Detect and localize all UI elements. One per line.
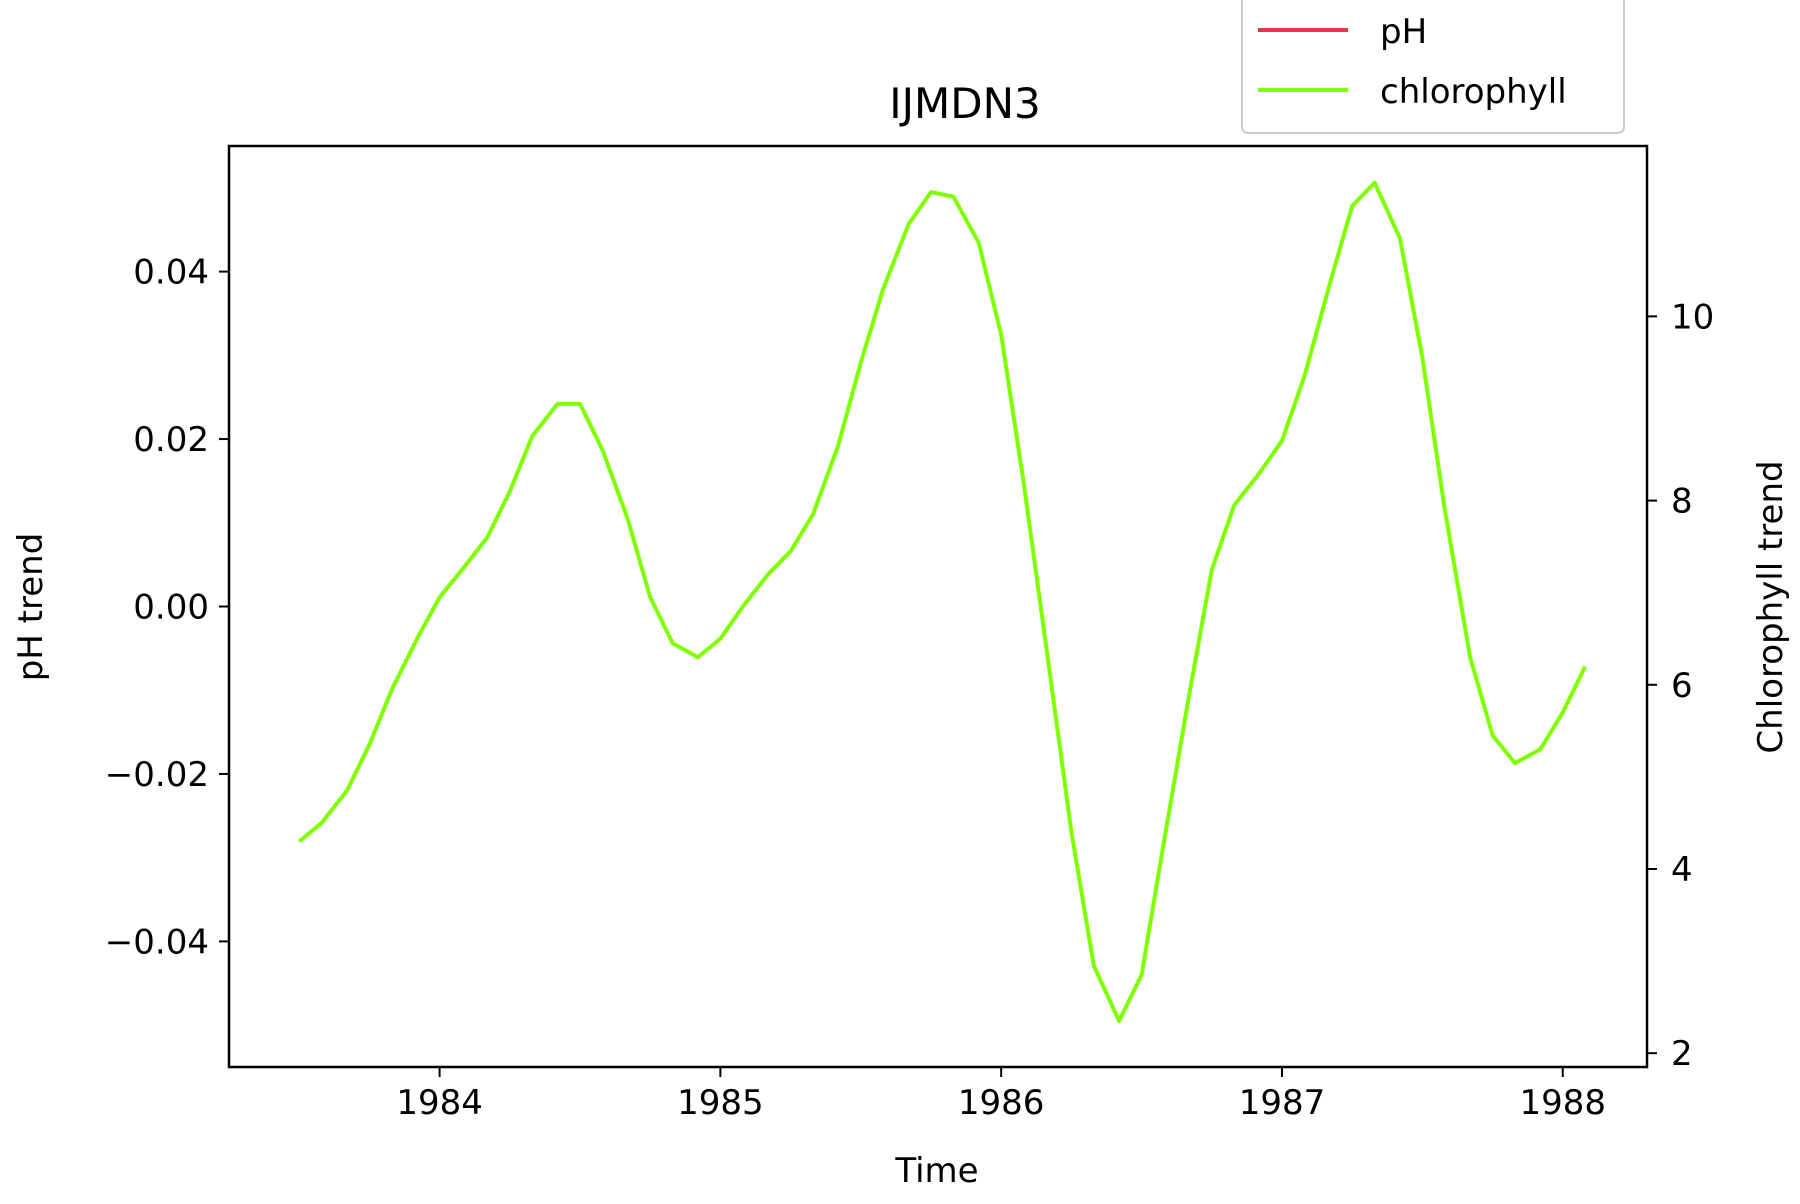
y2-tick-label: 6 [1671,666,1693,706]
chart-title: IJMDN3 [889,79,1041,128]
y-axis-label: pH trend [11,533,51,682]
series-line-chlorophyll [297,180,1587,1023]
y-tick-label: 0.04 [133,253,209,293]
legend-label-ph: pH [1380,12,1427,52]
x-tick-label: 1985 [677,1083,764,1123]
legend: pH chlorophyll [1241,0,1625,134]
x-tick-label: 1984 [396,1083,483,1123]
legend-label-chlorophyll: chlorophyll [1380,72,1567,112]
y2-axis-label: Chlorophyll trend [1751,460,1791,753]
y-tick-label: −0.04 [105,922,209,962]
y2-tick-label: 4 [1671,850,1693,890]
y2-tick-label: 8 [1671,482,1693,522]
x-axis-label: Time [894,1151,978,1191]
y2-tick-label: 10 [1671,297,1714,337]
x-tick-label: 1986 [958,1083,1045,1123]
legend-box [1241,0,1625,134]
y-tick-label: 0.00 [133,588,209,628]
x-tick-label: 1988 [1519,1083,1606,1123]
y-tick-label: 0.02 [133,420,209,460]
y-tick-label: −0.02 [105,755,209,795]
x-tick-label: 1987 [1239,1083,1326,1123]
plot-area [229,146,1647,1067]
y2-tick-label: 2 [1671,1034,1693,1074]
